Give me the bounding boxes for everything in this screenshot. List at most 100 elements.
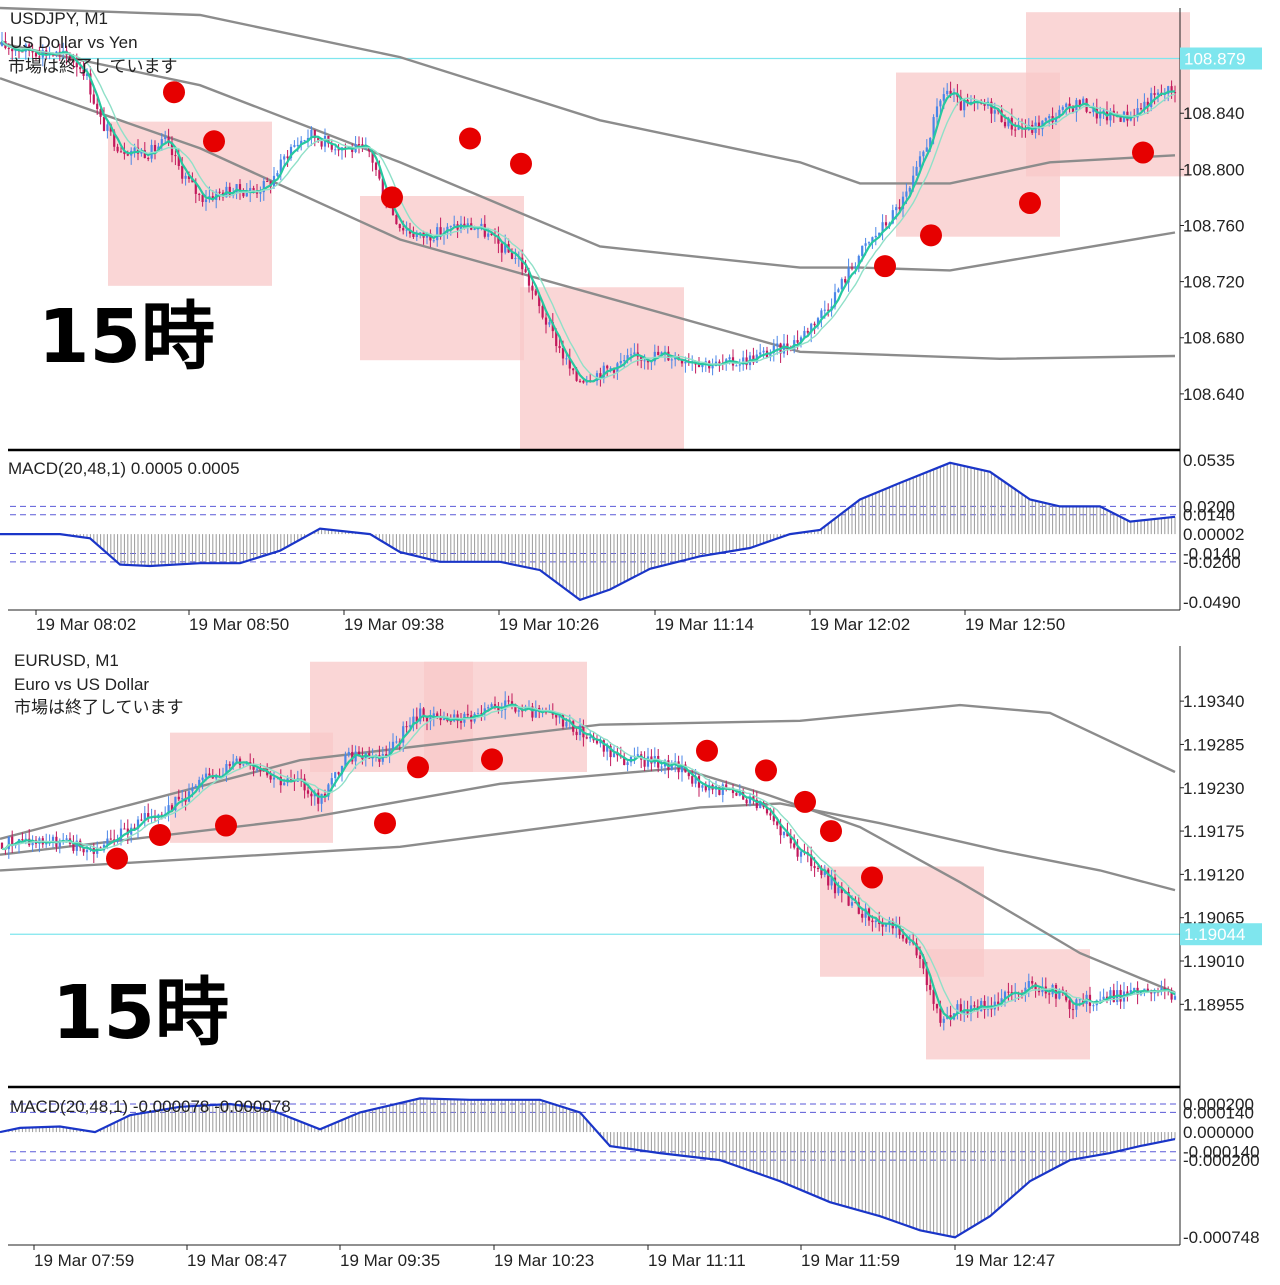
eurusd-candle-body xyxy=(497,707,500,711)
eurusd-macd-line xyxy=(0,1097,1176,1239)
eurusd-candle-body xyxy=(323,793,327,797)
usdjpy-macd-tick-label: 0.0535 xyxy=(1183,451,1235,470)
eurusd-chart-group: 1.19340 1.19285 1.19230 1.19175 1.19120 1.190… xyxy=(0,646,1262,1270)
eurusd-candle xyxy=(643,751,646,772)
eurusd-y-tick-label: 1.19230 xyxy=(1183,779,1244,798)
eurusd-candle xyxy=(701,784,704,792)
usdjpy-candle-body xyxy=(718,361,721,364)
usdjpy-candle-body xyxy=(11,48,14,52)
eurusd-candle-body xyxy=(106,838,109,845)
usdjpy-candle xyxy=(657,345,660,356)
usdjpy-candle xyxy=(881,214,884,241)
eurusd-candle-body xyxy=(646,756,650,767)
eurusd-candle-body xyxy=(735,793,738,796)
usdjpy-candle-body xyxy=(310,130,313,138)
usdjpy-candle xyxy=(806,327,809,335)
usdjpy-candle-body xyxy=(126,154,129,156)
eurusd-candle-body xyxy=(1109,990,1112,1000)
usdjpy-candle xyxy=(31,44,34,59)
eurusd-candle-body xyxy=(51,836,55,843)
usdjpy-candle xyxy=(204,189,208,211)
usdjpy-candle-body xyxy=(854,266,857,269)
eurusd-candle xyxy=(602,739,605,757)
usdjpy-candle-body xyxy=(929,138,932,148)
eurusd-candle-body xyxy=(820,868,823,875)
eurusd-candle xyxy=(1037,987,1041,996)
usdjpy-candle-body xyxy=(680,359,684,364)
usdjpy-candle-body xyxy=(133,147,136,151)
eurusd-macd-tick-label: 0.000140 xyxy=(1183,1103,1254,1122)
eurusd-candle-body xyxy=(782,831,786,836)
eurusd-macd-tick-label: -0.000200 xyxy=(1183,1151,1260,1170)
usdjpy-macd-tick-label: 0.00002 xyxy=(1183,525,1244,544)
eurusd-candle-body xyxy=(72,843,75,851)
usdjpy-candle xyxy=(164,130,167,144)
eurusd-candle-body xyxy=(402,726,405,743)
usdjpy-candle-body xyxy=(31,51,34,53)
usdjpy-candle xyxy=(578,378,582,383)
eurusd-zone-4 xyxy=(926,949,1090,1060)
usdjpy-candle xyxy=(711,358,714,376)
eurusd-candle-body xyxy=(864,908,867,918)
eurusd-candle-body xyxy=(340,765,344,775)
usdjpy-candle xyxy=(143,142,146,159)
usdjpy-candle xyxy=(1068,97,1071,113)
eurusd-price-tag-label: 1.19044 xyxy=(1184,925,1245,944)
usdjpy-macd-label: MACD(20,48,1) 0.0005 0.0005 xyxy=(8,459,240,478)
usdjpy-candle xyxy=(548,319,551,328)
usdjpy-candle xyxy=(313,129,316,147)
usdjpy-candle-body xyxy=(412,233,415,237)
usdjpy-candle-body xyxy=(867,242,871,244)
usdjpy-candle-body xyxy=(286,156,289,159)
usdjpy-candle-body xyxy=(1071,107,1075,113)
eurusd-candle-body xyxy=(119,828,123,840)
usdjpy-y-tick-label: 108.680 xyxy=(1183,329,1244,348)
usdjpy-signal-dot-5 xyxy=(874,255,896,278)
eurusd-candle-body xyxy=(79,840,82,848)
usdjpy-candle-body xyxy=(983,103,986,106)
usdjpy-candle-body xyxy=(38,56,41,58)
usdjpy-candle-body xyxy=(602,365,605,379)
eurusd-candle-body xyxy=(626,762,629,766)
eurusd-candle-body xyxy=(1037,989,1041,993)
usdjpy-candle-body xyxy=(1167,86,1170,94)
usdjpy-candle-body xyxy=(776,343,779,346)
usdjpy-y-tick-label: 108.840 xyxy=(1183,104,1244,123)
usdjpy-candle-body xyxy=(306,137,310,141)
eurusd-candle-body xyxy=(898,925,901,936)
eurusd-candle-body xyxy=(279,776,282,786)
eurusd-candle xyxy=(636,746,639,757)
usdjpy-candle-body xyxy=(806,330,809,333)
usdjpy-candle-body xyxy=(908,187,911,192)
eurusd-candle-body xyxy=(204,773,208,778)
eurusd-candle xyxy=(864,902,867,926)
eurusd-candle-body xyxy=(561,714,565,727)
eurusd-time-annotation: 15時 xyxy=(52,970,229,1056)
usdjpy-candle-body xyxy=(1153,93,1156,95)
eurusd-candle-body xyxy=(442,718,446,721)
usdjpy-candle xyxy=(266,177,269,183)
eurusd-candle-body xyxy=(918,955,922,959)
eurusd-candle-body xyxy=(45,843,48,845)
eurusd-candle-body xyxy=(514,706,517,712)
usdjpy-candle xyxy=(633,343,636,355)
usdjpy-candle-body xyxy=(772,345,775,353)
usdjpy-candle-body xyxy=(1156,92,1160,95)
usdjpy-candle-body xyxy=(218,191,221,193)
usdjpy-candle-body xyxy=(993,110,996,114)
eurusd-candle-body xyxy=(480,713,483,715)
eurusd-ma-slow xyxy=(1,705,1176,1016)
eurusd-candle-body xyxy=(935,1003,939,1009)
eurusd-candle-body xyxy=(963,1009,966,1014)
usdjpy-candle xyxy=(303,139,306,142)
usdjpy-candle xyxy=(847,258,850,292)
usdjpy-candle xyxy=(283,154,286,165)
usdjpy-candle-body xyxy=(612,368,616,373)
usdjpy-candle-body xyxy=(946,90,949,95)
usdjpy-candle-body xyxy=(1136,108,1139,118)
usdjpy-candle-body xyxy=(1109,110,1112,121)
eurusd-candle xyxy=(1160,980,1163,996)
eurusd-candle-body xyxy=(874,920,877,923)
usdjpy-candle-body xyxy=(181,165,184,179)
usdjpy-ma-fast xyxy=(1,40,1176,383)
